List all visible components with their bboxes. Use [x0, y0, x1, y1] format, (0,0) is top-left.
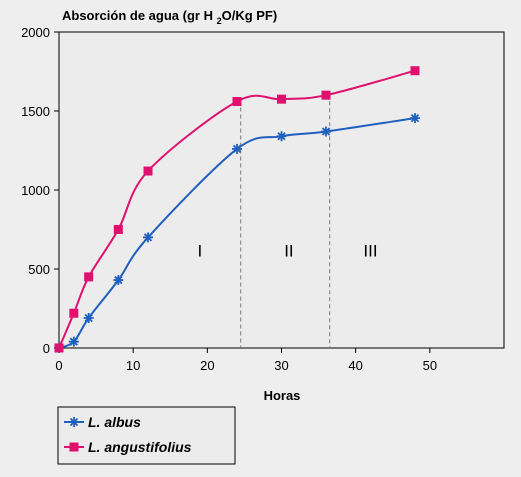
y-tick-label: 500 [28, 262, 50, 277]
x-tick-label: 40 [348, 358, 362, 373]
x-tick-label: 30 [274, 358, 288, 373]
data-point-l-angustifolius [277, 94, 286, 104]
data-point-l-angustifolius [410, 66, 420, 76]
x-tick-label: 50 [423, 358, 437, 373]
legend-label-l-albus: L. albus [88, 414, 141, 430]
series-line-l-albus [58, 117, 416, 349]
data-point-l-angustifolius [54, 343, 64, 353]
x-tick-label: 0 [55, 358, 62, 373]
chart-title-subscript: 2 [217, 16, 222, 26]
data-point-l-albus [321, 126, 331, 137]
phase-label: II [284, 241, 293, 260]
chart-title: Absorción de agua (gr H 2O/Kg PF) [62, 8, 277, 26]
data-point-l-albus [143, 232, 153, 243]
data-point-l-albus [410, 113, 420, 124]
legend-marker-l-angustifolius [69, 442, 79, 452]
data-point-l-albus [276, 131, 287, 142]
y-axis: 0 500 1000 1500 2000 [21, 25, 59, 356]
data-point-l-angustifolius [84, 272, 94, 282]
x-axis: 0 10 20 30 40 50 [55, 348, 437, 373]
series-line-l-angustifolius [58, 69, 416, 349]
legend-label-l-angustifolius: L. angustifolius [88, 439, 192, 455]
data-point-l-angustifolius [143, 166, 153, 176]
data-point-l-albus [83, 312, 94, 323]
data-point-l-albus [232, 143, 242, 154]
phase-label: III [363, 241, 377, 260]
data-point-l-albus [68, 336, 79, 347]
y-tick-label: 1500 [21, 104, 50, 119]
legend-marker-l-albus [69, 417, 79, 427]
data-point-l-angustifolius [232, 97, 242, 107]
phase-label: I [198, 241, 203, 260]
y-tick-label: 0 [43, 341, 50, 356]
legend: L. albus L. angustifolius [57, 406, 236, 465]
legend-box [57, 406, 236, 465]
data-point-l-angustifolius [113, 225, 123, 234]
plot-area [58, 31, 505, 349]
series-layer [54, 66, 420, 353]
data-point-l-albus [113, 275, 124, 286]
x-axis-label: Horas [264, 388, 301, 403]
x-tick-label: 10 [126, 358, 140, 373]
data-point-l-angustifolius [321, 90, 331, 100]
y-tick-label: 1000 [21, 183, 50, 198]
phase-labels: I II III [198, 241, 378, 260]
data-point-l-angustifolius [69, 308, 79, 318]
chart-title-main: Absorción de agua (gr H [62, 8, 217, 23]
x-tick-label: 20 [200, 358, 214, 373]
chart-title-end: O/Kg PF) [222, 8, 278, 23]
y-tick-label: 2000 [21, 25, 50, 40]
phase-boundaries [240, 101, 331, 348]
